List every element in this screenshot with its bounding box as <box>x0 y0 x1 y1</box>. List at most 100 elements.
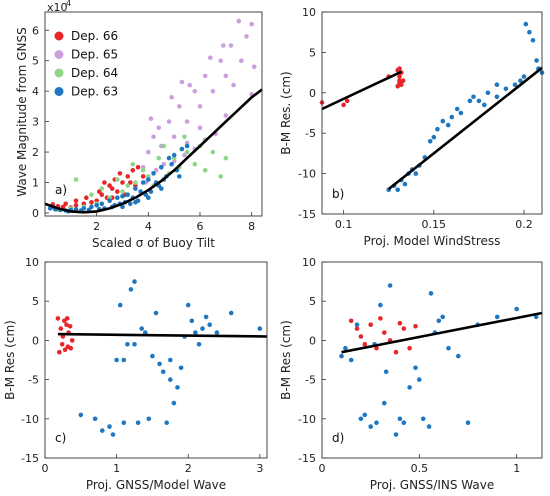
data-point <box>161 161 167 167</box>
data-point <box>476 98 482 104</box>
data-point <box>354 326 360 331</box>
x-tick-label: 2 <box>185 462 192 475</box>
data-point <box>382 330 387 335</box>
data-point <box>171 152 177 158</box>
data-point <box>57 349 62 355</box>
y-tick-label: 10 <box>302 6 316 19</box>
plot-frame <box>321 261 543 459</box>
data-point <box>358 334 364 339</box>
data-point <box>156 155 161 161</box>
data-point <box>431 134 437 140</box>
panel-label: d) <box>332 431 344 445</box>
data-point <box>218 58 223 63</box>
y-tick-label: 0 <box>32 207 39 220</box>
y-tick-label: -15 <box>21 452 39 465</box>
x-tick-label: 0.1 <box>335 218 353 231</box>
data-point <box>150 353 155 359</box>
data-point <box>435 126 440 132</box>
data-point <box>99 186 105 191</box>
data-point <box>231 82 236 88</box>
data-point <box>132 279 137 284</box>
data-point <box>387 283 393 288</box>
data-point <box>58 326 64 331</box>
y-tick-label: -15 <box>298 208 316 221</box>
data-point <box>420 416 426 422</box>
data-point <box>512 82 518 87</box>
data-point <box>503 86 509 92</box>
data-point <box>151 171 156 176</box>
data-point <box>125 192 130 197</box>
data-point <box>130 168 136 173</box>
data-point <box>184 149 190 155</box>
data-point <box>184 143 190 149</box>
x-axis-label: Proj. Model WindStress <box>364 234 501 248</box>
data-point <box>107 198 112 204</box>
data-point <box>55 316 61 321</box>
data-point <box>407 345 412 351</box>
data-point <box>401 420 407 426</box>
y-axis-label: B-M Res. (cm) <box>279 71 293 154</box>
data-point <box>133 180 138 185</box>
y-tick-label: 10 <box>25 256 39 269</box>
data-point <box>383 369 389 375</box>
fit-line <box>44 88 263 214</box>
data-point <box>187 82 192 88</box>
legend-label: Dep. 65 <box>71 48 118 62</box>
data-point <box>94 203 99 208</box>
data-point <box>456 353 461 359</box>
data-point <box>166 155 172 161</box>
data-point <box>426 424 432 429</box>
data-point <box>530 38 536 43</box>
data-point <box>133 186 138 191</box>
data-point <box>458 110 464 116</box>
data-point <box>107 424 112 429</box>
data-point <box>197 104 203 109</box>
data-point <box>251 64 257 70</box>
data-point <box>63 201 68 207</box>
y-tick-label: 5 <box>32 55 39 68</box>
data-point <box>202 168 208 173</box>
data-point <box>169 95 174 100</box>
y-axis-label: B-M Res (cm) <box>279 320 293 400</box>
y-tick-label: -15 <box>298 452 316 465</box>
fit-line <box>57 332 268 338</box>
data-point <box>192 88 198 94</box>
y-tick-label: 0 <box>309 87 316 100</box>
x-tick-label: 6 <box>197 220 204 233</box>
data-point <box>203 314 209 320</box>
y-tick-label: -5 <box>305 127 316 140</box>
data-point <box>362 342 368 347</box>
data-point <box>228 43 234 48</box>
data-point <box>133 200 138 205</box>
data-point <box>207 322 212 328</box>
data-point <box>115 189 120 194</box>
data-point <box>146 149 151 155</box>
data-point <box>69 338 75 343</box>
data-point <box>257 326 263 331</box>
data-point <box>130 161 136 167</box>
data-point <box>192 161 198 167</box>
x-axis-label: Scaled σ of Buoy Tilt <box>92 236 215 250</box>
data-point <box>59 342 65 347</box>
y-tick-label: 1 <box>32 177 39 190</box>
data-point <box>100 428 105 433</box>
data-point <box>400 78 406 83</box>
data-point <box>169 161 174 167</box>
data-point <box>445 122 451 128</box>
data-point <box>128 201 133 207</box>
data-point <box>146 416 152 422</box>
data-point <box>218 174 223 179</box>
data-point <box>193 330 198 335</box>
data-point <box>125 342 130 347</box>
data-point <box>140 174 146 179</box>
data-point <box>159 165 164 170</box>
data-point <box>228 310 234 316</box>
data-point <box>413 171 419 176</box>
data-point <box>89 200 94 205</box>
data-point <box>184 119 190 124</box>
data-point <box>341 102 346 108</box>
data-point <box>135 420 141 426</box>
data-point <box>440 314 446 320</box>
legend-marker <box>54 31 64 41</box>
x-tick-label: 0 <box>42 462 49 475</box>
